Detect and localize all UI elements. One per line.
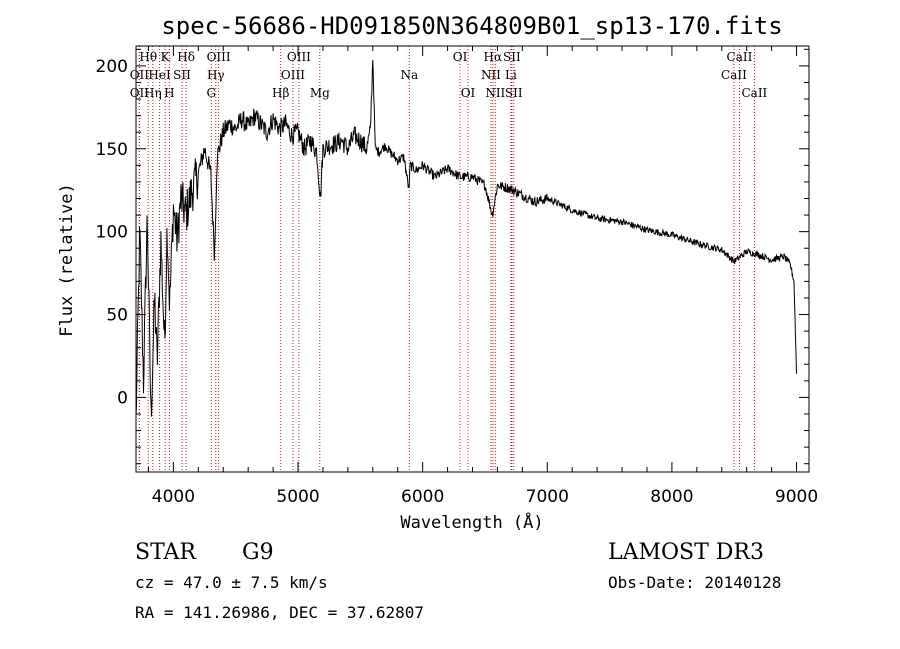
line-label-19: Hα: [484, 50, 503, 64]
object-type: STAR: [135, 540, 196, 565]
line-label-17: OI: [453, 50, 468, 64]
x-tick-label-5000: 5000: [276, 487, 319, 507]
line-label-9: OIII: [207, 50, 231, 64]
y-tick-label-100: 100: [96, 223, 128, 243]
line-label-14: Hβ: [272, 86, 289, 100]
line-label-1: OII: [130, 68, 150, 82]
chart-title: spec-56686-HD091850N364809B01_sp13-170.f…: [161, 12, 782, 40]
line-label-24: SII: [505, 86, 523, 100]
line-label-25: CaII: [727, 50, 753, 64]
line-label-11: G: [206, 86, 216, 100]
line-label-0: Hθ: [139, 50, 157, 64]
x-tick-label-6000: 6000: [401, 487, 444, 507]
axis-ticks: 4000 5000 6000 7000 8000 9000 0 50 100 150 200: [96, 46, 818, 507]
line-label-5: Hη: [144, 86, 162, 100]
y-tick-label-150: 150: [96, 140, 128, 160]
line-label-23: NII: [485, 86, 505, 100]
line-label-22: Li: [505, 68, 517, 82]
line-label-27: CaII: [741, 86, 767, 100]
line-label-2: OII: [130, 86, 150, 100]
line-label-13: OIII: [281, 68, 305, 82]
line-label-10: Hγ: [207, 68, 225, 82]
line-label-26: CaII: [721, 68, 747, 82]
x-tick-label-7000: 7000: [526, 487, 569, 507]
line-label-4: HeI: [148, 68, 171, 82]
x-axis-label: Wavelength (Å): [400, 511, 543, 533]
y-tick-label-200: 200: [96, 57, 128, 77]
x-tick-label-8000: 8000: [650, 487, 693, 507]
spectrum-series: [135, 59, 797, 417]
line-label-18: OI: [461, 86, 476, 100]
y-tick-label-50: 50: [106, 306, 128, 326]
survey-name: LAMOST DR3: [608, 540, 764, 565]
line-label-6: Hδ: [177, 50, 195, 64]
x-tick-label-9000: 9000: [775, 487, 818, 507]
obs-date: Obs-Date: 20140128: [608, 573, 782, 592]
redshift-value: cz = 47.0 ± 7.5 km/s: [135, 573, 328, 592]
line-labels: Hθ OII OII K HeI Hη Hδ SII H OIII Hγ G OIII OIII Hβ Mg N…: [130, 50, 768, 100]
plot-frame: [135, 45, 810, 473]
y-axis-label: Flux (relative): [57, 183, 77, 337]
coordinates: RA = 141.26986, DEC = 37.62807: [135, 603, 424, 622]
spectrum-line: [135, 59, 797, 417]
line-label-16: Na: [400, 68, 418, 82]
x-tick-label-4000: 4000: [152, 487, 195, 507]
y-tick-label-0: 0: [117, 388, 128, 408]
line-label-15: Mg: [310, 86, 330, 100]
line-label-20: SII: [503, 50, 521, 64]
line-label-12: OIII: [287, 50, 311, 64]
line-label-3: K: [161, 50, 171, 64]
line-label-21: NII: [481, 68, 501, 82]
line-markers: [138, 46, 755, 472]
object-subclass: G9: [242, 540, 274, 565]
line-label-7: SII: [173, 68, 191, 82]
line-label-8: H: [164, 86, 174, 100]
